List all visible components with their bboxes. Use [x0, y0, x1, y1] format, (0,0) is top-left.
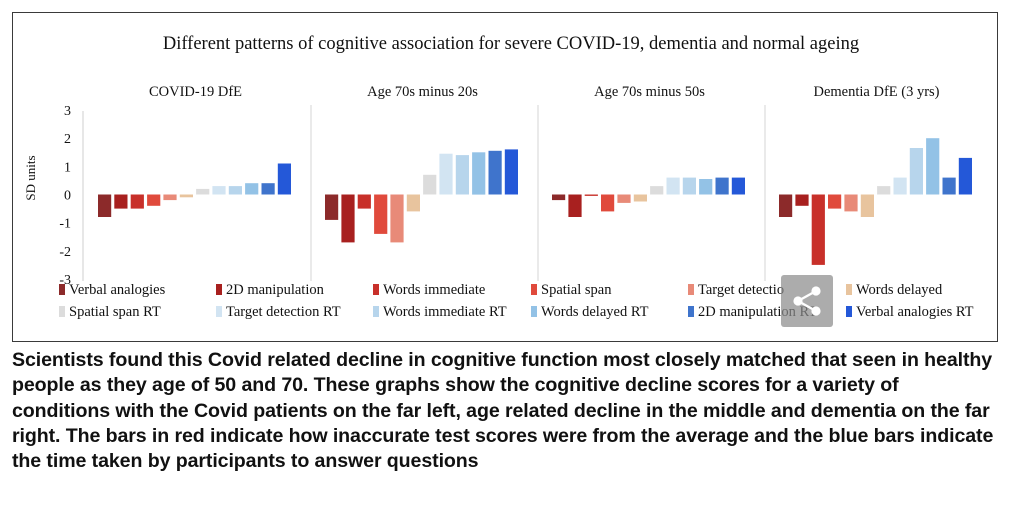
bar [617, 194, 631, 203]
legend-swatch [846, 306, 852, 317]
image-caption: Scientists found this Covid related decl… [12, 349, 994, 473]
legend-swatch [59, 284, 65, 295]
bar [715, 177, 729, 195]
y-tick-label: 0 [64, 189, 71, 204]
legend-swatch [688, 284, 694, 295]
bar [909, 148, 923, 195]
bar [325, 194, 339, 220]
y-axis-label: SD units [23, 155, 38, 200]
legend-swatch [531, 284, 537, 295]
panel-title: Age 70s minus 20s [367, 84, 478, 100]
legend-swatch [373, 284, 379, 295]
bar [423, 174, 437, 195]
legend-label: Words immediate [383, 282, 485, 298]
y-tick-label: 1 [64, 160, 71, 175]
bar [212, 186, 226, 195]
bar [877, 186, 891, 195]
y-tick-label: -3 [59, 273, 71, 288]
bar [926, 138, 940, 195]
bar [114, 194, 128, 209]
legend-swatch [216, 306, 222, 317]
bar [650, 186, 664, 195]
legend-swatch [373, 306, 379, 317]
bar [196, 188, 210, 195]
legend-swatch [216, 284, 222, 295]
bar [844, 194, 858, 212]
legend-label: Spatial span RT [69, 304, 161, 320]
y-tick-label: -2 [59, 245, 71, 260]
bar [795, 194, 809, 206]
bar [958, 157, 972, 195]
bar [828, 194, 842, 209]
bar [228, 186, 242, 195]
legend-swatch [59, 306, 65, 317]
bar [584, 194, 598, 196]
bar [860, 194, 874, 217]
bar [390, 194, 404, 243]
share-icon [793, 286, 821, 316]
bar [455, 155, 469, 195]
legend-swatch [531, 306, 537, 317]
bar [601, 194, 615, 212]
bar [666, 177, 680, 195]
bar [472, 152, 486, 195]
chart-title: Different patterns of cognitive associat… [163, 34, 859, 54]
bar [357, 194, 371, 209]
bar [682, 177, 696, 195]
legend-label: Verbal analogies [69, 282, 166, 298]
legend-label: Verbal analogies RT [856, 304, 974, 320]
bar [504, 149, 518, 195]
y-tick-label: 2 [64, 132, 71, 147]
bar [488, 150, 502, 195]
bar [779, 194, 793, 217]
bar [811, 194, 825, 265]
legend-label: Spatial span [541, 282, 612, 298]
bar [341, 194, 355, 243]
figure-frame: Different patterns of cognitive associat… [12, 12, 998, 342]
bar [163, 194, 177, 201]
legend-label: Words delayed [856, 282, 943, 298]
bar-chart: Different patterns of cognitive associat… [23, 34, 974, 320]
legend-swatch [688, 306, 694, 317]
bar [130, 194, 144, 209]
bar [699, 179, 713, 195]
bar [942, 177, 956, 195]
legend-label: Target detectio [698, 282, 784, 298]
y-tick-label: -1 [59, 217, 71, 232]
y-tick-label: 3 [64, 104, 71, 119]
legend-label: Target detection RT [226, 304, 341, 320]
bar [261, 183, 275, 195]
bar [245, 183, 259, 195]
panel-title: COVID-19 DfE [149, 84, 242, 100]
bar [633, 194, 647, 202]
bar [179, 194, 193, 198]
legend-swatch [846, 284, 852, 295]
legend-label: 2D manipulation [226, 282, 325, 298]
bar [439, 153, 453, 195]
legend-label: Words delayed RT [541, 304, 649, 320]
bar [98, 194, 112, 217]
bar [552, 194, 566, 201]
bar [147, 194, 161, 206]
panel-title: Age 70s minus 50s [594, 84, 705, 100]
bar [374, 194, 388, 234]
bar [893, 177, 907, 195]
panel-title: Dementia DfE (3 yrs) [813, 84, 939, 100]
bar [406, 194, 420, 212]
bar [277, 163, 291, 195]
share-button[interactable] [781, 275, 833, 327]
bar [568, 194, 582, 217]
bar [731, 177, 745, 195]
legend-label: Words immediate RT [383, 304, 507, 320]
